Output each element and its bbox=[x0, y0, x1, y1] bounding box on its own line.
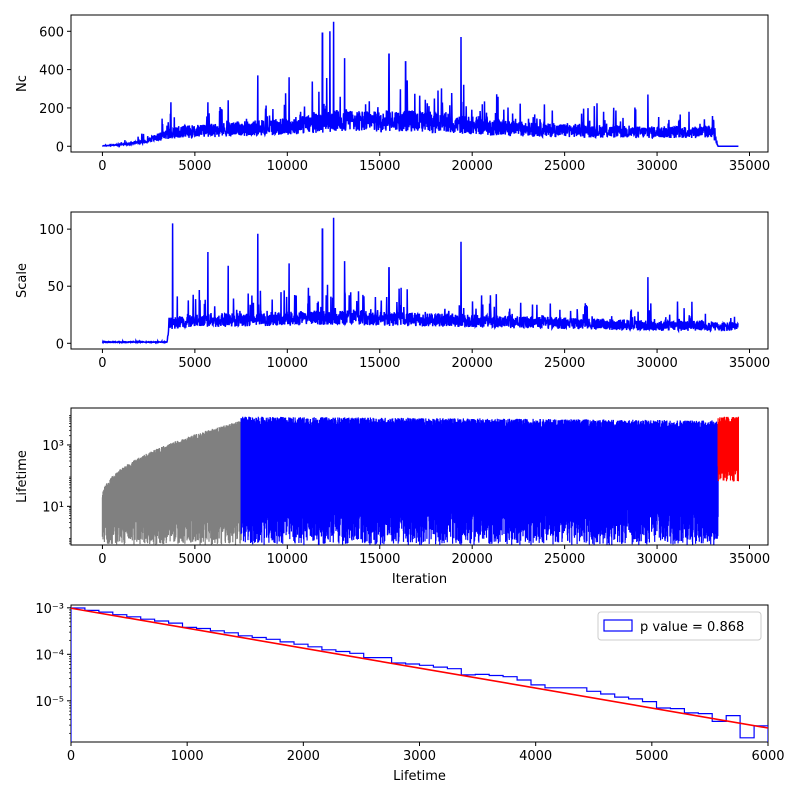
y-axis: 0 200 400 600 bbox=[39, 25, 71, 155]
fit-line bbox=[71, 607, 768, 729]
legend-box bbox=[597, 611, 762, 641]
axes-frame bbox=[70, 211, 769, 350]
y-tick-label: 100 bbox=[39, 223, 64, 238]
x-tick-label: 15000 bbox=[359, 159, 400, 174]
x-tick-label: 5000 bbox=[635, 749, 668, 764]
y-tick-label: 0 bbox=[56, 337, 64, 352]
x-tick-label: 10000 bbox=[267, 552, 308, 567]
x-tick-label: 20000 bbox=[452, 552, 493, 567]
axes-frame bbox=[70, 407, 769, 546]
x-tick-label: 0 bbox=[98, 159, 106, 174]
y-axis: 10⁻⁵ 10⁻⁴ 10⁻³ bbox=[35, 602, 71, 734]
x-tick-label: 20000 bbox=[452, 159, 493, 174]
x-tick-label: 30000 bbox=[636, 356, 677, 371]
x-tick-label: 5000 bbox=[178, 159, 211, 174]
lifetime-subplot: 0 5000 10000 15000 20000 25000 30000 3500010¹10… bbox=[15, 407, 770, 587]
y-tick-label: 10⁻⁵ bbox=[35, 695, 64, 710]
x-tick-label: 10000 bbox=[267, 356, 308, 371]
x-tick-label: 5000 bbox=[178, 356, 211, 371]
y-axis: 0 50 100 bbox=[39, 223, 71, 352]
x-tick-label: 5000 bbox=[178, 552, 211, 567]
y-tick-label: 10³ bbox=[42, 439, 64, 454]
x-axis: 0 1000 2000 3000 4000 5000 6000 bbox=[67, 742, 785, 764]
series-line bbox=[102, 21, 739, 148]
series-line-tail bbox=[717, 416, 739, 482]
plot-area bbox=[71, 607, 768, 742]
x-tick-label: 1000 bbox=[171, 749, 204, 764]
x-tick-label: 15000 bbox=[359, 552, 400, 567]
y-tick-label: 10⁻⁴ bbox=[35, 648, 64, 663]
nc-subplot: 0 5000 10000 15000 20000 25000 30000 35000 0 200 4… bbox=[15, 14, 770, 174]
scale-subplot: 0 5000 10000 15000 20000 25000 30000 35000 0 50 10… bbox=[15, 211, 770, 371]
x-tick-label: 10000 bbox=[267, 159, 308, 174]
y-axis-label: Lifetime bbox=[15, 450, 30, 503]
x-tick-label: 3000 bbox=[403, 749, 436, 764]
legend: p value = 0.868 bbox=[597, 611, 762, 641]
x-axis: 0 5000 10000 15000 20000 25000 30000 35000 bbox=[98, 545, 770, 567]
x-tick-label: 25000 bbox=[544, 159, 585, 174]
plot-area bbox=[101, 416, 739, 545]
x-tick-label: 35000 bbox=[729, 356, 770, 371]
plot-area bbox=[102, 21, 739, 148]
x-tick-label: 30000 bbox=[636, 159, 677, 174]
x-tick-label: 25000 bbox=[544, 356, 585, 371]
x-tick-label: 15000 bbox=[359, 356, 400, 371]
y-axis: 10¹ 10³ bbox=[42, 415, 71, 545]
x-axis: 0 5000 10000 15000 20000 25000 30000 35000 bbox=[98, 152, 770, 174]
x-tick-label: 0 bbox=[67, 749, 75, 764]
x-tick-label: 0 bbox=[98, 552, 106, 567]
y-axis-label: Scale bbox=[15, 263, 30, 298]
y-tick-label: 400 bbox=[39, 64, 64, 79]
y-tick-label: 0 bbox=[56, 140, 64, 155]
x-tick-label: 6000 bbox=[751, 749, 784, 764]
y-tick-label: 10⁻³ bbox=[35, 602, 64, 617]
series-line-burn-in bbox=[101, 421, 242, 545]
legend-swatch bbox=[603, 619, 633, 632]
x-axis-label: Iteration bbox=[392, 572, 447, 587]
legend-label: p value = 0.868 bbox=[640, 620, 744, 635]
x-tick-label: 35000 bbox=[729, 552, 770, 567]
x-axis-label: Lifetime bbox=[393, 769, 446, 784]
lifetime-histogram-subplot: 0 1000 2000 3000 4000 5000 6000 10⁻⁵ 10⁻⁴ 10⁻³ Lif… bbox=[35, 602, 784, 784]
x-tick-label: 0 bbox=[98, 356, 106, 371]
series-line bbox=[101, 217, 739, 345]
x-tick-label: 25000 bbox=[544, 552, 585, 567]
y-tick-label: 50 bbox=[47, 280, 64, 295]
axes-frame bbox=[70, 14, 769, 153]
x-tick-label: 20000 bbox=[452, 356, 493, 371]
y-tick-label: 10¹ bbox=[42, 500, 64, 515]
x-tick-label: 4000 bbox=[519, 749, 552, 764]
x-axis: 0 5000 10000 15000 20000 25000 30000 35000 bbox=[98, 349, 770, 371]
x-tick-label: 35000 bbox=[729, 159, 770, 174]
y-tick-label: 600 bbox=[39, 25, 64, 40]
y-axis-label: Nc bbox=[15, 75, 30, 92]
series-line-main bbox=[240, 416, 719, 545]
x-tick-label: 30000 bbox=[636, 552, 677, 567]
y-tick-label: 200 bbox=[39, 102, 64, 117]
plot-area bbox=[101, 217, 739, 345]
histogram-step bbox=[71, 607, 768, 742]
x-tick-label: 2000 bbox=[287, 749, 320, 764]
